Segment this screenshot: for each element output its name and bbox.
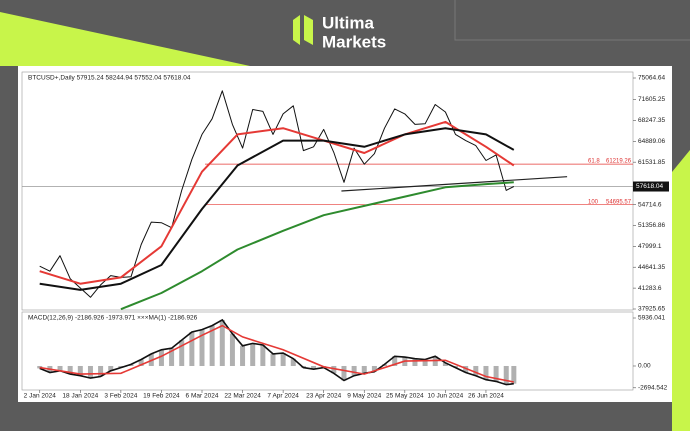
x-tick-label: 9 May 2024 [347,393,381,400]
macd-bar [87,365,93,379]
accent-shape [0,12,250,66]
trendline [341,176,568,192]
macd-line [39,318,514,386]
chart-panel [18,66,672,402]
x-tick-label: 25 May 2024 [386,393,424,400]
macd-bar [392,356,398,366]
y-tick-label: 0.00 [638,363,651,370]
macd-bar [351,365,357,376]
y-tick-label: -2694.542 [638,384,668,391]
y-tick-label: 51356.86 [638,222,665,229]
macd-bar [412,358,418,366]
y-tick-label: 54714.6 [638,201,662,208]
macd-bar [270,353,276,366]
x-tick-label: 23 Apr 2024 [306,393,341,400]
macd-bar [37,365,43,369]
macd-bar [199,329,205,366]
macd-bar [240,345,246,366]
y-tick-label: 61531.85 [638,159,665,166]
macd-bar [503,365,509,385]
price-line [120,181,514,311]
macd-bar [341,365,347,381]
macd-bar [442,362,448,366]
decor-line [454,0,690,41]
macd-line [39,324,514,383]
y-tick-label: 37925.65 [638,306,665,313]
macd-bar [209,325,215,366]
y-tick-label: 44641.35 [638,264,665,271]
macd-bar [422,359,428,366]
x-tick-label: 3 Feb 2024 [104,393,137,400]
macd-bar [169,348,175,366]
y-tick-label: 68247.35 [638,117,665,124]
x-tick-label: 2 Jan 2024 [24,393,57,400]
macd-bar [331,365,337,374]
macd-bar [280,353,286,366]
y-tick-label: 75064.64 [638,75,665,82]
indicator-title: MACD(12,26,9) -2186.926 -1973.971 ×××MA(… [28,315,198,322]
macd-bar [108,365,114,371]
logo-text: Ultima [322,13,375,32]
macd-bar [311,365,317,370]
macd-bar [189,332,195,366]
x-tick-label: 18 Jan 2024 [62,393,98,400]
macd-bar [511,365,517,384]
macd-bar [219,319,225,366]
y-tick-label: 5936.041 [638,315,665,322]
macd-bar [493,365,499,382]
fib-value: 54695.57 [606,199,632,205]
macd-bar [250,343,256,366]
macd-bar [67,365,73,375]
macd-bar [483,365,489,380]
x-tick-label: 26 Jun 2024 [468,393,504,400]
x-tick-label: 7 Apr 2024 [267,393,299,400]
logo-icon [304,15,313,45]
price-line [39,127,515,291]
macd-bar [57,365,63,371]
macd-bar [138,359,144,366]
fib-ratio: 100 [588,199,599,205]
price-tag: 57618.04 [636,183,663,190]
macd-bar [260,344,266,366]
macd-bar [77,365,83,376]
macd-bar [361,365,367,374]
macd-bar [98,365,104,377]
macd-bar [179,340,185,366]
y-tick-label: 47999.1 [638,243,662,250]
macd-bar [290,358,296,366]
y-tick-label: 71605.25 [638,96,665,103]
price-line [39,120,515,285]
logo-icon [293,15,300,45]
logo-text: Markets [322,32,386,51]
y-tick-label: 64889.06 [638,138,665,145]
x-tick-label: 10 Jun 2024 [427,393,463,400]
x-tick-label: 6 Mar 2024 [186,393,219,400]
accent-shape [672,150,690,431]
macd-bar [229,333,235,366]
macd-bar [473,365,479,376]
x-tick-label: 19 Feb 2024 [143,393,180,400]
y-tick-label: 41283.6 [638,285,662,292]
chart-title: BTCUSD+,Daily 57915.24 58244.94 57552.04… [28,75,191,82]
macd-bar [371,365,377,372]
plot-frame [21,311,634,391]
x-tick-label: 22 Mar 2024 [224,393,261,400]
price-tag-bg [633,181,669,192]
fib-value: 61219.26 [606,159,632,165]
fib-ratio: 61.8 [588,159,600,165]
macd-bar [158,349,164,366]
